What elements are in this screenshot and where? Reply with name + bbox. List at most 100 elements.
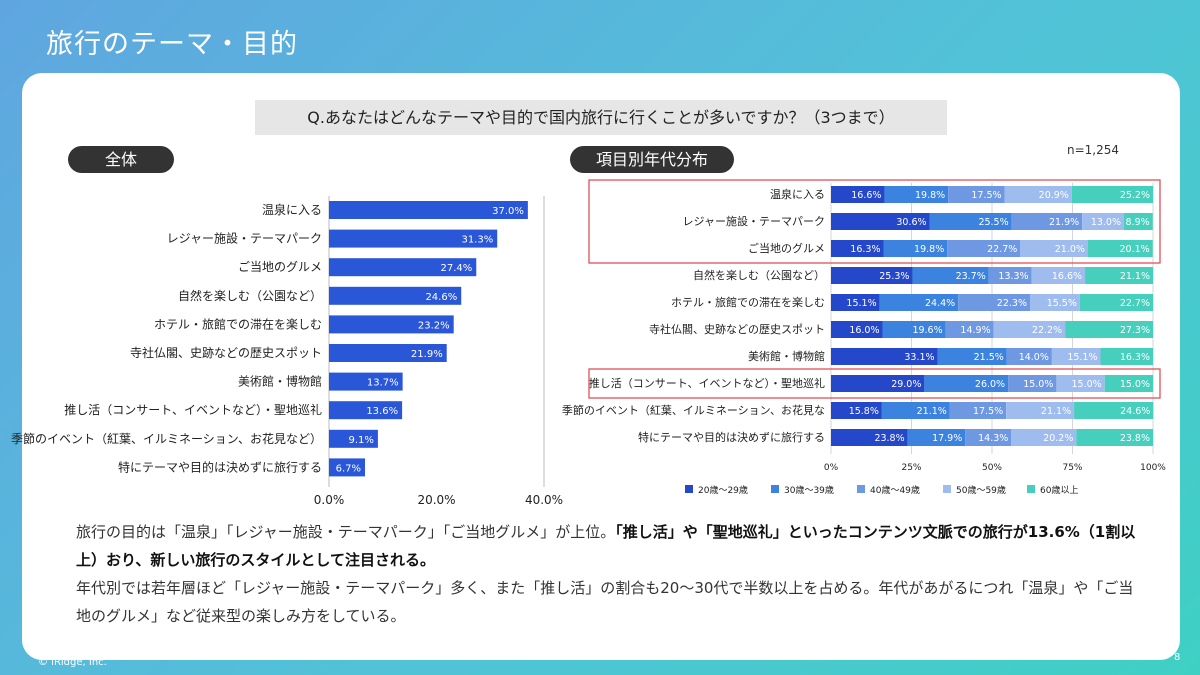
- legend-swatch: [1027, 485, 1035, 493]
- age-bar-segment: [1006, 348, 1052, 365]
- age-category-label: 美術館・博物館: [748, 349, 825, 363]
- age-category-label: レジャー施設・テーマパーク: [683, 214, 825, 228]
- age-bar-segment: [1011, 429, 1077, 446]
- overall-category-label: 季節のイベント（紅葉、イルミネーション、お花見など）: [11, 431, 322, 446]
- age-segment-label: 21.9%: [1049, 217, 1079, 228]
- age-segment-label: 25.3%: [879, 271, 909, 282]
- age-bar-segment: [882, 321, 946, 338]
- overall-value-label: 27.4%: [440, 263, 472, 274]
- summary-text: 旅行の目的は「温泉」「レジャー施設・テーマパーク」「ご当地グルメ」が上位。「推し…: [76, 518, 1136, 630]
- overall-category-label: 美術館・博物館: [238, 374, 322, 389]
- age-bar-segment: [881, 402, 950, 419]
- overall-bar: [329, 315, 454, 334]
- overall-bar: [329, 258, 477, 277]
- age-segment-label: 25.2%: [1120, 190, 1150, 201]
- age-bar-segment: [1124, 213, 1153, 230]
- age-category-label: 季節のイベント（紅葉、イルミネーション、お花見な: [562, 403, 825, 417]
- age-segment-label: 16.3%: [1120, 352, 1150, 363]
- age-segment-label: 26.0%: [975, 379, 1005, 390]
- age-segment-label: 16.6%: [1052, 271, 1082, 282]
- age-bar-segment: [947, 240, 1021, 257]
- age-bar-segment: [1065, 321, 1153, 338]
- age-bar-segment: [929, 213, 1012, 230]
- age-segment-label: 15.8%: [849, 406, 879, 417]
- legend-swatch: [943, 485, 951, 493]
- age-bar-segment: [831, 186, 885, 203]
- age-segment-label: 22.7%: [987, 244, 1017, 255]
- overall-value-label: 24.6%: [425, 292, 457, 303]
- age-bar-segment: [1011, 213, 1083, 230]
- age-segment-label: 29.0%: [891, 379, 921, 390]
- overall-bar: [329, 429, 378, 448]
- age-bar-segment: [884, 186, 949, 203]
- age-bar-segment: [988, 267, 1032, 284]
- age-segment-label: 23.7%: [956, 271, 986, 282]
- age-segment-label: 25.5%: [978, 217, 1008, 228]
- age-bar-segment: [831, 402, 882, 419]
- age-bar-segment: [831, 348, 938, 365]
- age-segment-label: 23.8%: [1120, 433, 1150, 444]
- overall-bar: [329, 458, 366, 477]
- overall-x-tick: 40.0%: [525, 493, 563, 507]
- age-x-tick: 75%: [1062, 463, 1082, 473]
- age-bar-segment: [1087, 240, 1153, 257]
- overall-value-label: 9.1%: [349, 435, 374, 446]
- age-bar-segment: [907, 429, 966, 446]
- age-bar-segment: [1006, 402, 1075, 419]
- age-bar-segment: [958, 294, 1030, 311]
- age-segment-label: 20.9%: [1039, 190, 1069, 201]
- age-segment-label: 22.7%: [1120, 298, 1150, 309]
- age-bar-segment: [831, 375, 925, 392]
- age-segment-label: 23.8%: [874, 433, 904, 444]
- age-x-tick: 25%: [901, 463, 921, 473]
- summary-paragraph-1: 旅行の目的は「温泉」「レジャー施設・テーマパーク」「ご当地グルメ」が上位。「推し…: [76, 518, 1136, 574]
- age-x-tick: 100%: [1140, 463, 1166, 473]
- age-segment-label: 19.8%: [914, 244, 944, 255]
- age-bar-segment: [1029, 294, 1080, 311]
- legend-label: 50歳〜59歳: [956, 484, 1006, 496]
- age-bar-segment: [1085, 267, 1153, 284]
- age-bar-segment: [831, 213, 930, 230]
- overall-bar: [329, 401, 403, 420]
- legend-label: 30歳〜39歳: [784, 484, 834, 496]
- age-category-label: ホテル・旅館での滞在を楽しむ: [671, 295, 825, 309]
- summary-paragraph-2: 年代別では若年層ほど「レジャー施設・テーマパーク」多く、また「推し活」の割合も2…: [76, 579, 1134, 625]
- age-segment-label: 22.2%: [1032, 325, 1062, 336]
- overall-x-tick: 20.0%: [417, 493, 455, 507]
- age-bar-segment: [965, 429, 1012, 446]
- legend-label: 60歳以上: [1040, 484, 1078, 496]
- age-bar-segment: [1020, 240, 1088, 257]
- overall-bar: [329, 372, 403, 391]
- summary-sentence-2: 「推し活」や「聖地巡礼」といったコンテンツ文脈での旅行が13.6%（1割以上）お…: [76, 523, 1136, 569]
- age-segment-label: 16.6%: [851, 190, 881, 201]
- age-segment-label: 14.9%: [960, 325, 990, 336]
- age-bar-segment: [1031, 267, 1086, 284]
- highlight-box: [588, 368, 1161, 399]
- age-segment-label: 24.4%: [925, 298, 955, 309]
- age-bar-segment: [883, 240, 948, 257]
- age-segment-label: 13.3%: [998, 271, 1028, 282]
- age-bar-segment: [1008, 375, 1057, 392]
- overall-category-label: 寺社仏閣、史跡などの歴史スポット: [130, 345, 322, 360]
- slide-title: 旅行のテーマ・目的: [46, 29, 298, 60]
- age-x-tick: 0%: [824, 463, 839, 473]
- age-distribution-section-label: 項目別年代分布: [570, 146, 734, 173]
- age-category-label: 自然を楽しむ（公園など）: [693, 268, 825, 282]
- age-category-label: 特にテーマや目的は決めずに旅行する: [638, 430, 825, 444]
- age-category-label: 寺社仏閣、史跡などの歴史スポット: [649, 322, 825, 336]
- age-segment-label: 33.1%: [904, 352, 934, 363]
- age-category-label: 推し活（コンサート、イベントなど）・聖地巡礼: [589, 376, 825, 390]
- age-segment-label: 20.1%: [1119, 244, 1149, 255]
- age-segment-label: 8.9%: [1126, 217, 1150, 228]
- age-segment-label: 21.0%: [1055, 244, 1085, 255]
- age-segment-label: 22.3%: [997, 298, 1027, 309]
- overall-bar: [329, 344, 447, 362]
- age-bar-segment: [949, 402, 1007, 419]
- age-segment-label: 15.5%: [1047, 298, 1077, 309]
- overall-value-label: 13.6%: [366, 406, 398, 417]
- overall-value-label: 13.7%: [367, 378, 399, 389]
- age-segment-label: 14.0%: [1019, 352, 1049, 363]
- overall-value-label: 23.2%: [418, 320, 450, 331]
- age-segment-label: 30.6%: [896, 217, 926, 228]
- age-segment-label: 21.1%: [1120, 271, 1150, 282]
